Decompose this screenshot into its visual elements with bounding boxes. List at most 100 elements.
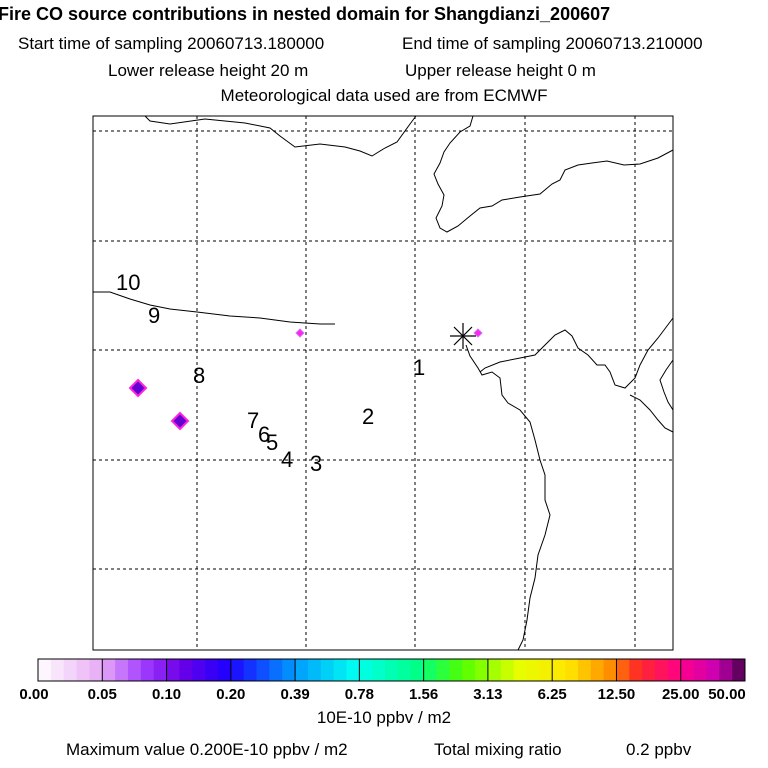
colorbar-cell (526, 659, 540, 681)
coastline-bay (465, 344, 551, 651)
colorbar-cell (732, 659, 746, 681)
colorbar-cell (50, 659, 65, 681)
receptor-star-icon (450, 323, 476, 349)
contour-label-8: 8 (193, 363, 205, 388)
coastline-peninsula (629, 394, 674, 433)
fire-sources (128, 328, 483, 431)
colorbar-cell (565, 659, 579, 681)
colorbar-tick-label: 0.78 (345, 686, 374, 703)
colorbar-cell (462, 659, 476, 681)
colorbar-cell (217, 659, 232, 681)
colorbar-cell (513, 659, 527, 681)
coastline-southeast (479, 317, 674, 389)
colorbar-cell (38, 659, 52, 681)
colorbar-cell (475, 659, 489, 681)
colorbar-frame (37, 658, 746, 682)
max-value-label: Maximum value 0.200E-10 ppbv / m2 (66, 740, 348, 759)
colorbar-cell (179, 659, 193, 681)
colorbar-cell (256, 659, 270, 681)
colorbar-tick-label: 0.20 (216, 686, 245, 703)
coastline-east-inlet (433, 115, 674, 233)
colorbar-cell (320, 659, 335, 681)
colorbar-cell (449, 659, 463, 681)
colorbar-cell (680, 659, 694, 681)
colorbar (37, 658, 746, 682)
coastline-west (93, 291, 335, 325)
colorbar-cell (153, 659, 167, 681)
colorbar-cell (577, 659, 592, 681)
total-mixing-label: Total mixing ratio (434, 740, 562, 759)
colorbar-tick-label: 0.10 (152, 686, 181, 703)
colorbar-cell (539, 659, 553, 681)
fire-source-marker-3 (295, 328, 305, 338)
colorbar-cell (269, 659, 283, 681)
colorbar-cell (115, 659, 129, 681)
colorbar-cell (192, 659, 206, 681)
contour-label-9: 9 (148, 303, 160, 328)
colorbar-cell (719, 659, 733, 681)
fire-source-marker-4 (473, 328, 483, 338)
colorbar-cell (295, 659, 309, 681)
colorbar-cell (140, 659, 155, 681)
colorbar-ticks: 0.00 0.05 0.10 0.20 0.39 0.78 1.56 3.13 6.25 12.5… (19, 686, 745, 703)
colorbar-cell (230, 659, 245, 681)
lower-release-label: Lower release height 20 m (108, 61, 309, 80)
colorbar-cell (500, 659, 515, 681)
colorbar-tick-label: 25.00 (662, 686, 700, 703)
colorbar-cell (359, 659, 373, 681)
chart-title: Fire CO source contributions in nested d… (0, 4, 611, 24)
colorbar-tick-label: 6.25 (538, 686, 567, 703)
fire-source-marker-1 (128, 378, 148, 398)
contour-label-1: 1 (413, 355, 425, 380)
colorbar-tick-label: 0.39 (280, 686, 309, 703)
total-mixing-value: 0.2 ppbv (626, 740, 692, 759)
colorbar-tick-label: 12.50 (598, 686, 636, 703)
colorbar-cell (693, 659, 707, 681)
graticule (93, 116, 673, 650)
contour-labels: 10 9 8 7 6 5 4 3 2 1 (116, 270, 425, 476)
map-frame (92, 115, 674, 651)
colorbar-cell (102, 659, 116, 681)
contour-label-7: 7 (247, 408, 259, 433)
met-data-label: Meteorological data used are from ECMWF (220, 86, 548, 105)
colorbar-cell (590, 659, 604, 681)
colorbar-cell (436, 659, 450, 681)
contour-label-3: 3 (310, 451, 322, 476)
colorbar-cell (307, 659, 322, 681)
colorbar-cell (706, 659, 720, 681)
colorbar-tick-label: 0.05 (88, 686, 117, 703)
colorbar-tick-label: 3.13 (473, 686, 502, 703)
start-time-label: Start time of sampling 20060713.180000 (18, 34, 325, 53)
colorbar-tick-label: 0.00 (19, 686, 48, 703)
colorbar-tick-label: 50.00 (708, 686, 746, 703)
colorbar-cell (655, 659, 669, 681)
colorbar-cell (333, 659, 347, 681)
colorbar-cell (667, 659, 682, 681)
contour-label-4: 4 (281, 447, 293, 472)
colorbar-cell (89, 659, 103, 681)
end-time-label: End time of sampling 20060713.210000 (402, 34, 703, 53)
coastline-far-east (659, 359, 674, 411)
colorbar-cell (76, 659, 90, 681)
colorbar-cell (423, 659, 437, 681)
colorbar-cell (372, 659, 386, 681)
contour-label-5: 5 (266, 430, 278, 455)
colorbar-cell (63, 659, 77, 681)
colorbar-cell (603, 659, 617, 681)
contour-label-10: 10 (116, 270, 140, 295)
colorbar-cell (642, 659, 656, 681)
fire-source-marker-2 (170, 411, 190, 431)
colorbar-unit: 10E-10 ppbv / m2 (316, 708, 452, 727)
colorbar-cell (487, 659, 502, 681)
colorbar-cell (616, 659, 630, 681)
coastlines (93, 115, 674, 651)
colorbar-cell (346, 659, 360, 681)
colorbar-cell (385, 659, 399, 681)
contour-label-2: 2 (362, 404, 374, 429)
colorbar-cell (205, 659, 219, 681)
colorbar-cell (243, 659, 257, 681)
colorbar-cell (397, 659, 412, 681)
colorbar-cell (629, 659, 643, 681)
colorbar-tick-label: 1.56 (409, 686, 438, 703)
